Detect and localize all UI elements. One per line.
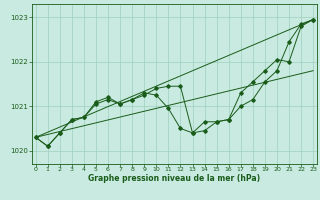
- X-axis label: Graphe pression niveau de la mer (hPa): Graphe pression niveau de la mer (hPa): [88, 174, 260, 183]
